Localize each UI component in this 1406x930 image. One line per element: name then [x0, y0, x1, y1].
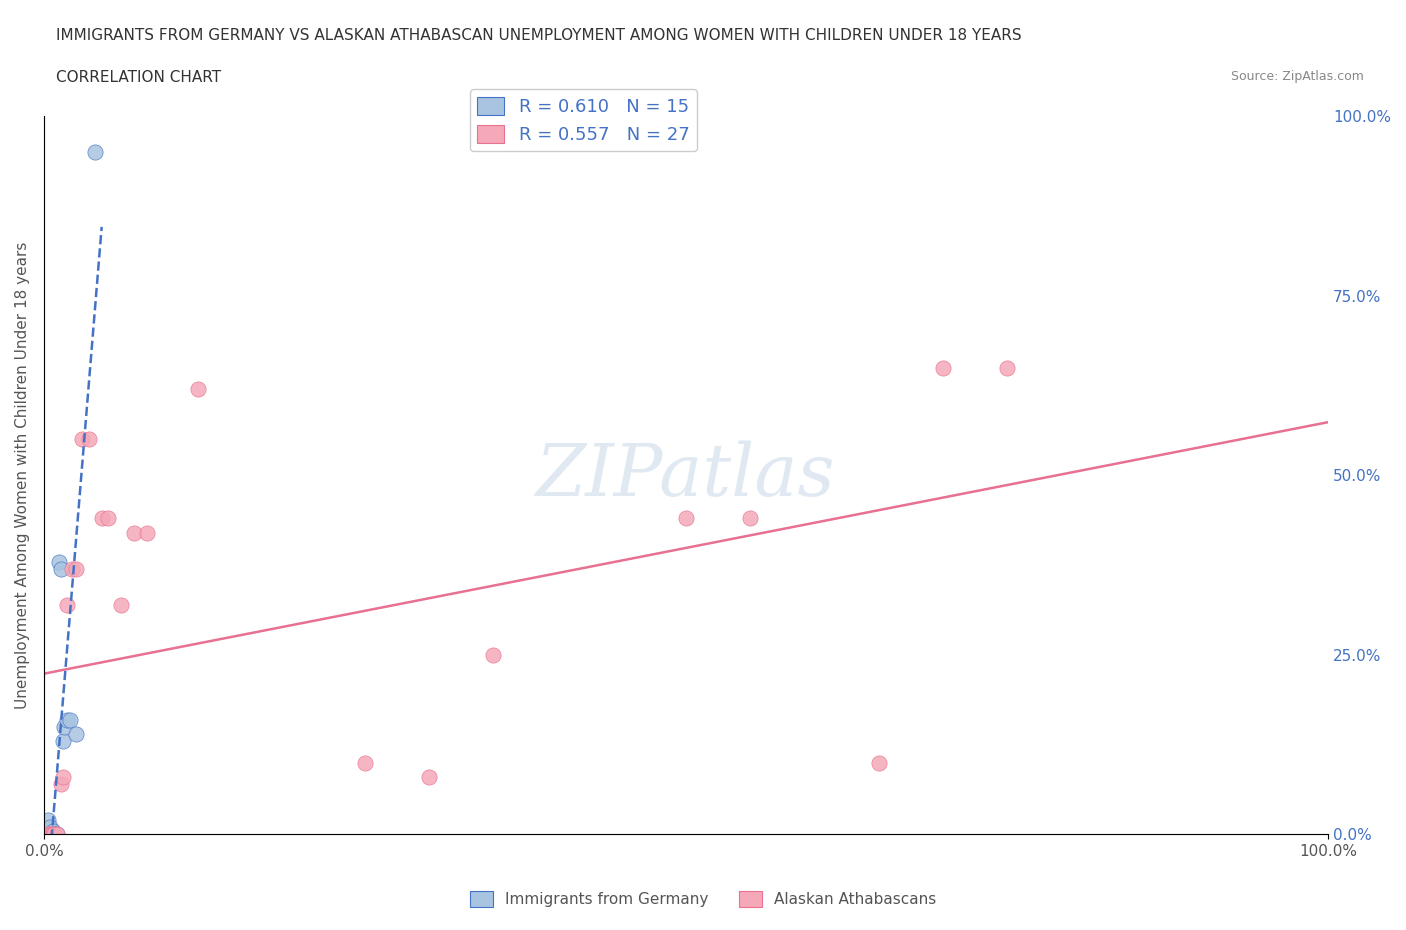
- Point: [932, 360, 955, 375]
- Point: [37, 813, 59, 828]
- Legend: Immigrants from Germany, Alaskan Athabascans: Immigrants from Germany, Alaskan Athabas…: [464, 884, 942, 913]
- Point: [77, 432, 100, 446]
- Point: [60, 562, 83, 577]
- Point: [418, 769, 440, 784]
- Point: [42, 823, 65, 838]
- Y-axis label: Unemployment Among Women with Children Under 18 years: Unemployment Among Women with Children U…: [15, 242, 30, 709]
- Point: [39, 820, 62, 835]
- Point: [37, 827, 59, 842]
- Point: [187, 381, 209, 396]
- Point: [56, 712, 79, 727]
- Point: [110, 597, 132, 612]
- Point: [41, 827, 63, 842]
- Point: [65, 562, 87, 577]
- Point: [44, 827, 66, 842]
- Point: [49, 777, 72, 791]
- Point: [58, 712, 80, 727]
- Point: [97, 511, 120, 525]
- Point: [135, 525, 157, 540]
- Legend: R = 0.610   N = 15, R = 0.557   N = 27: R = 0.610 N = 15, R = 0.557 N = 27: [470, 89, 696, 152]
- Point: [44, 827, 66, 842]
- Point: [90, 511, 112, 525]
- Point: [42, 827, 65, 842]
- Point: [72, 432, 94, 446]
- Point: [49, 562, 72, 577]
- Point: [52, 769, 75, 784]
- Point: [53, 719, 76, 734]
- Point: [482, 647, 505, 662]
- Point: [868, 755, 890, 770]
- Point: [44, 827, 66, 842]
- Text: Source: ZipAtlas.com: Source: ZipAtlas.com: [1230, 70, 1364, 83]
- Point: [122, 525, 145, 540]
- Point: [39, 827, 62, 842]
- Point: [740, 511, 762, 525]
- Text: CORRELATION CHART: CORRELATION CHART: [56, 70, 221, 85]
- Point: [48, 554, 70, 569]
- Text: IMMIGRANTS FROM GERMANY VS ALASKAN ATHABASCAN UNEMPLOYMENT AMONG WOMEN WITH CHIL: IMMIGRANTS FROM GERMANY VS ALASKAN ATHAB…: [56, 28, 1022, 43]
- Point: [45, 827, 67, 842]
- Point: [41, 827, 63, 842]
- Point: [45, 827, 67, 842]
- Point: [56, 597, 79, 612]
- Point: [52, 734, 75, 749]
- Point: [995, 360, 1018, 375]
- Point: [354, 755, 377, 770]
- Point: [65, 726, 87, 741]
- Text: ZIPatlas: ZIPatlas: [536, 440, 835, 511]
- Point: [84, 145, 107, 160]
- Point: [675, 511, 697, 525]
